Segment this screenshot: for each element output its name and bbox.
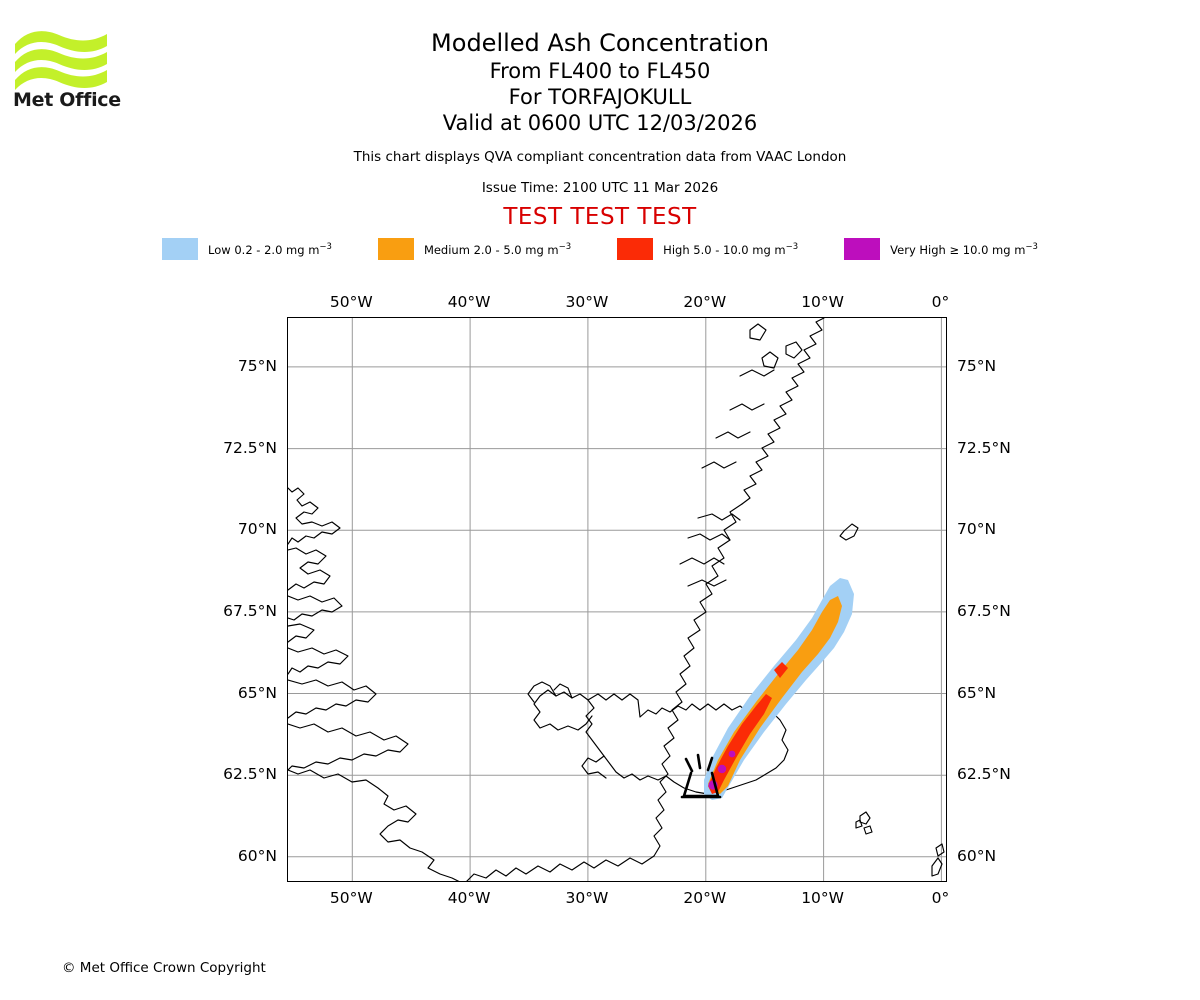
lon-tick-top-20w: 20°W xyxy=(683,293,727,311)
page-title: Modelled Ash Concentration xyxy=(431,29,769,57)
legend-item-low: Low 0.2 - 2.0 mg m−3 xyxy=(162,238,332,260)
legend-item-very-high: Very High ≥ 10.0 mg m−3 xyxy=(844,238,1038,260)
lon-tick-bottom-10w: 10°W xyxy=(801,889,844,907)
lat-tick-right-60n: 60°N xyxy=(957,846,997,865)
lon-tick-bottom-50w: 50°W xyxy=(329,889,373,907)
lon-tick-top-50w: 50°W xyxy=(329,293,373,311)
flight-level-subtitle: From FL400 to FL450 xyxy=(489,59,711,83)
lat-tick-left-65n: 65°N xyxy=(237,683,277,702)
legend-swatch-very-high xyxy=(844,238,881,260)
legend-label-low: Low 0.2 - 2.0 mg m−3 xyxy=(208,241,332,257)
met-office-waves-logo xyxy=(13,22,123,112)
brand-name: Met Office xyxy=(13,89,121,111)
test-banner: TEST TEST TEST xyxy=(503,204,697,230)
map-gridlines xyxy=(288,318,946,881)
coastlines xyxy=(288,318,945,881)
legend-swatch-low xyxy=(162,238,199,260)
lat-tick-right-725n: 72.5°N xyxy=(957,438,1011,457)
lat-tick-right-70n: 70°N xyxy=(957,520,997,539)
copyright-footer: © Met Office Crown Copyright xyxy=(62,960,266,976)
lon-tick-bottom-0: 0° xyxy=(931,889,950,907)
legend-swatch-high xyxy=(617,238,654,260)
lon-tick-bottom-40w: 40°W xyxy=(447,889,491,907)
plume-very-high-cell xyxy=(717,764,727,774)
map-plot: 50°W 40°W 30°W 20°W 10°W 0° 50°W 40°W 30… xyxy=(223,293,1011,907)
valid-time-subtitle: Valid at 0600 UTC 12/03/2026 xyxy=(442,111,758,135)
lon-tick-top-30w: 30°W xyxy=(565,293,609,311)
legend-label-very-high: Very High ≥ 10.0 mg m−3 xyxy=(890,241,1038,257)
plume-very-high-cell xyxy=(728,750,736,758)
lat-tick-left-625n: 62.5°N xyxy=(223,765,277,784)
legend-label-high: High 5.0 - 10.0 mg m−3 xyxy=(663,241,799,257)
qva-note: This chart displays QVA compliant concen… xyxy=(353,149,847,165)
lon-tick-top-10w: 10°W xyxy=(801,293,844,311)
lat-tick-left-75n: 75°N xyxy=(237,356,277,375)
plume-high-patch-2 xyxy=(774,662,788,678)
legend-item-medium: Medium 2.0 - 5.0 mg m−3 xyxy=(377,238,572,260)
lon-tick-top-0: 0° xyxy=(931,293,950,311)
lat-tick-right-675n: 67.5°N xyxy=(957,601,1011,620)
map-frame xyxy=(287,317,947,882)
lat-tick-left-725n: 72.5°N xyxy=(223,438,277,457)
volcano-icon xyxy=(680,753,722,799)
legend-item-high: High 5.0 - 10.0 mg m−3 xyxy=(617,238,798,260)
concentration-legend: Low 0.2 - 2.0 mg m−3 Medium 2.0 - 5.0 mg… xyxy=(0,238,1200,260)
legend-swatch-medium xyxy=(377,238,414,260)
issue-time: Issue Time: 2100 UTC 11 Mar 2026 xyxy=(481,180,719,196)
lat-tick-right-625n: 62.5°N xyxy=(957,765,1011,784)
lat-tick-right-65n: 65°N xyxy=(957,683,997,702)
lat-tick-right-75n: 75°N xyxy=(957,356,997,375)
volcano-subtitle: For TORFAJOKULL xyxy=(508,85,692,109)
lon-tick-bottom-20w: 20°W xyxy=(683,889,727,907)
ash-plume xyxy=(704,578,854,800)
lat-tick-left-70n: 70°N xyxy=(237,520,277,539)
legend-label-medium: Medium 2.0 - 5.0 mg m−3 xyxy=(423,241,572,257)
lat-tick-left-60n: 60°N xyxy=(237,846,277,865)
title-block: Modelled Ash Concentration From FL400 to… xyxy=(0,28,1200,230)
lon-tick-bottom-30w: 30°W xyxy=(565,889,609,907)
lat-tick-left-675n: 67.5°N xyxy=(223,601,277,620)
lon-tick-top-40w: 40°W xyxy=(447,293,491,311)
